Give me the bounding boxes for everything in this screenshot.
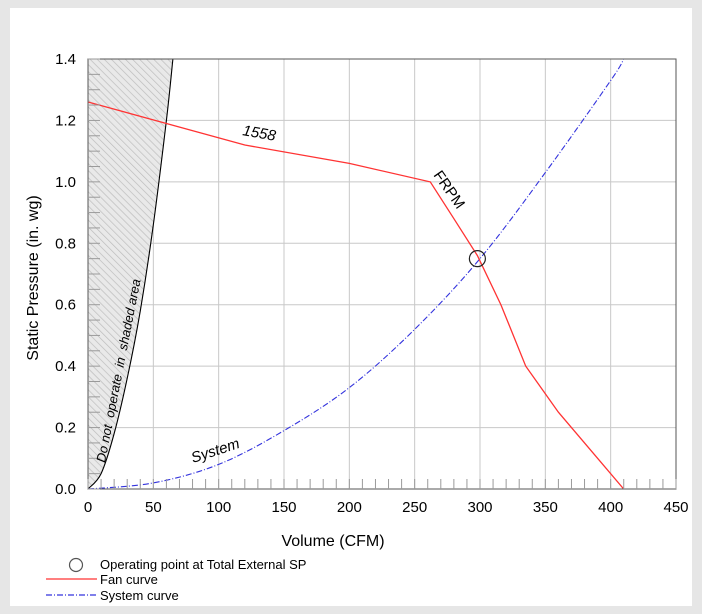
x-tick-label: 50	[145, 499, 162, 516]
x-tick-label: 0	[84, 499, 92, 516]
legend-fan-curve-label: Fan curve	[100, 572, 158, 587]
legend-system-curve-label: System curve	[100, 588, 179, 603]
y-tick-label: 0.2	[55, 420, 76, 437]
minor-ticks	[87, 58, 677, 490]
x-tick-label: 300	[467, 499, 492, 516]
y-tick-label: 0.6	[55, 297, 76, 314]
y-tick-label: 0.0	[55, 481, 76, 498]
series-lines	[88, 59, 625, 489]
legend-operating-point-label: Operating point at Total External SP	[100, 557, 306, 572]
x-tick-label: 100	[206, 499, 231, 516]
legend-operating-point-icon	[68, 557, 84, 573]
y-tick-label: 1.4	[55, 51, 76, 68]
fan-speed-label: 1558	[241, 122, 277, 145]
y-tick-label: 1.2	[55, 112, 76, 129]
chart-panel: 0 50 100 150 200 250 300 350 400 450 0.0 0.2 0.4 0.6 0…	[10, 8, 692, 606]
boundary-curve	[88, 59, 174, 489]
plot-border	[87, 58, 677, 490]
x-tick-label: 200	[337, 499, 362, 516]
x-tick-label: 350	[533, 499, 558, 516]
y-axis-title: Static Pressure (in. wg)	[25, 195, 42, 360]
x-tick-label: 150	[271, 499, 296, 516]
operating-point-marker	[468, 250, 486, 268]
y-tick-label: 0.8	[55, 235, 76, 252]
x-tick-label: 450	[663, 499, 688, 516]
y-tick-label: 1.0	[55, 174, 76, 191]
grid	[87, 58, 677, 490]
fan-curve	[88, 101, 625, 489]
fan-performance-chart: 0 50 100 150 200 250 300 350 400 450 0.0 0.2 0.4 0.6 0…	[25, 51, 689, 603]
shaded-region	[88, 59, 173, 489]
x-tick-label: 400	[598, 499, 623, 516]
y-tick-label: 0.4	[55, 358, 76, 375]
shaded-area	[88, 59, 173, 489]
legend: Operating point at Total External SP Fan…	[46, 557, 306, 603]
x-tick-label: 250	[402, 499, 427, 516]
x-axis-title: Volume (CFM)	[281, 533, 384, 550]
system-curve	[88, 59, 625, 489]
system-label: System	[189, 435, 242, 467]
operating-point-layer	[468, 250, 486, 268]
tick-labels: 0 50 100 150 200 250 300 350 400 450 0.0 0.2 0.4 0.6 0…	[55, 51, 688, 516]
